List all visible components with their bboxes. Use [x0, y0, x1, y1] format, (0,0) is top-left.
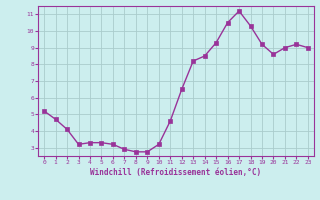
X-axis label: Windchill (Refroidissement éolien,°C): Windchill (Refroidissement éolien,°C) — [91, 168, 261, 177]
